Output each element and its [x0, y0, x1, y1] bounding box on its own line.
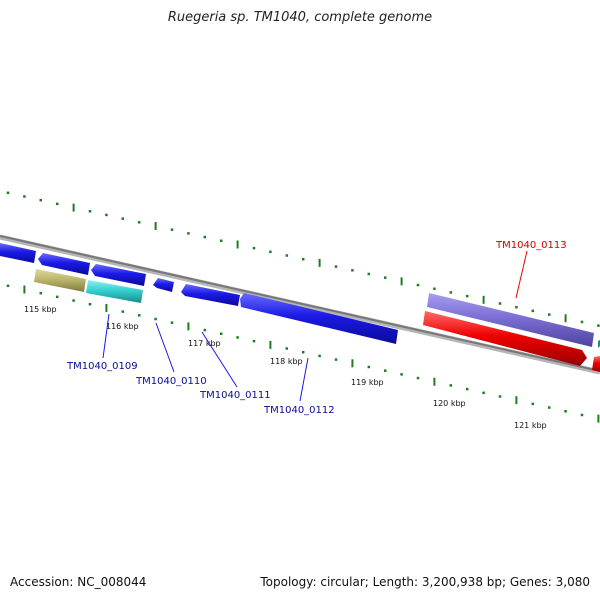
label-leaders — [102, 250, 528, 402]
feature-khaki[interactable] — [34, 269, 86, 292]
gene-label-0112[interactable]: TM1040_0112 — [263, 405, 335, 416]
gene-label-0109[interactable]: TM1040_0109 — [66, 361, 138, 372]
scale-label-117: 117 kbp — [188, 339, 221, 348]
gene-labels: TM1040_0109 TM1040_0110 TM1040_0111 TM10… — [66, 240, 567, 416]
feature-cyan[interactable] — [86, 280, 143, 303]
gene-arrow-0110[interactable] — [91, 264, 146, 286]
leader-0111 — [201, 331, 238, 388]
forward-strand-features — [0, 243, 600, 348]
leader-0110 — [155, 322, 175, 373]
scale-label-115: 115 kbp — [24, 305, 57, 314]
gene-label-0113[interactable]: TM1040_0113 — [495, 240, 567, 251]
gene-arrow-0112[interactable] — [181, 284, 240, 306]
accession-text: Accession: NC_008044 — [10, 575, 147, 589]
genome-backbone-core — [0, 235, 600, 372]
leader-0112 — [299, 357, 309, 402]
secondary-features — [34, 269, 600, 372]
gene-arrow-0112b[interactable] — [240, 293, 398, 344]
gene-label-0111[interactable]: TM1040_0111 — [199, 390, 271, 401]
map-title: Ruegeria sp. TM1040, complete genome — [167, 10, 433, 25]
feature-red[interactable] — [423, 311, 587, 366]
scale-label-120: 120 kbp — [433, 399, 466, 408]
gene-arrow-0113[interactable] — [427, 293, 594, 347]
gene-arrow-0108[interactable] — [0, 243, 36, 263]
upper-tick-track — [6, 191, 600, 327]
scale-label-119: 119 kbp — [351, 378, 384, 387]
scale-label-116: 116 kbp — [106, 322, 139, 331]
leader-0109 — [102, 313, 110, 359]
feature-red-edge[interactable] — [592, 356, 600, 372]
lower-tick-track — [6, 284, 600, 423]
gene-label-0110[interactable]: TM1040_0110 — [135, 376, 207, 387]
scale-labels: 115 kbp 116 kbp 117 kbp 118 kbp 119 kbp … — [24, 305, 547, 430]
scale-label-121: 121 kbp — [514, 421, 547, 430]
gene-arrow-0111[interactable] — [153, 278, 174, 292]
leader-0113 — [515, 250, 528, 299]
scale-label-118: 118 kbp — [270, 357, 303, 366]
gene-arrow-0109[interactable] — [38, 253, 90, 275]
genome-summary-text: Topology: circular; Length: 3,200,938 bp… — [260, 575, 590, 589]
